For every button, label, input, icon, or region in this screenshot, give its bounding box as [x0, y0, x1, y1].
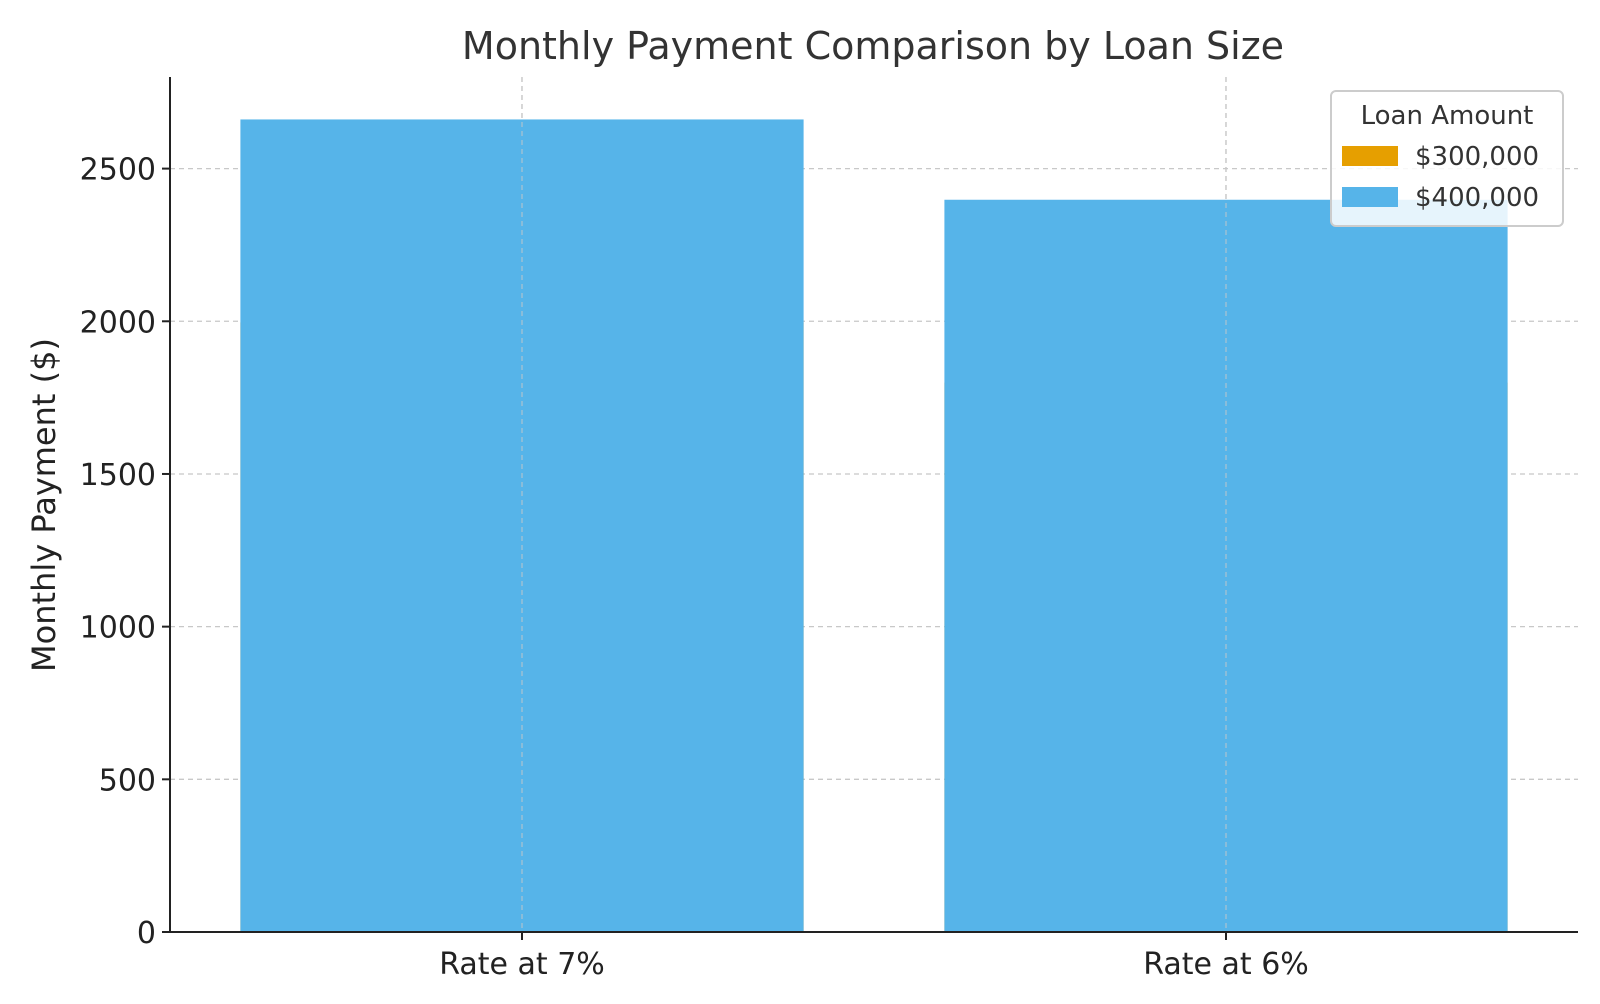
tick-labels: 0 500 1000 1500 2000 2500 Rate at 7% Rate at 6%: [80, 153, 1309, 982]
x-tick-label: Rate at 6%: [1143, 947, 1309, 982]
axes: [169, 77, 1578, 933]
y-tick-label: 2500: [80, 153, 156, 188]
y-tick-label: 0: [137, 916, 156, 951]
legend-swatch: [1342, 187, 1398, 207]
legend-label: $400,000: [1415, 183, 1539, 213]
legend: Loan Amount $300,000 $400,000: [1330, 90, 1564, 227]
x-tick-label: Rate at 7%: [439, 947, 605, 982]
y-tick-label: 500: [99, 763, 156, 798]
legend-swatch: [1342, 146, 1398, 166]
y-axis-label: Monthly Payment ($): [25, 338, 63, 672]
y-tick-label: 2000: [80, 305, 156, 340]
legend-label: $300,000: [1415, 142, 1539, 172]
y-tick-label: 1500: [80, 458, 156, 493]
bars: [240, 119, 1508, 933]
legend-entries: $300,000 $400,000: [1342, 142, 1539, 213]
bar-rate-at-7--400000: [240, 119, 804, 932]
y-tick-label: 1000: [80, 611, 156, 646]
chart-title: Monthly Payment Comparison by Loan Size: [462, 24, 1284, 68]
legend-title: Loan Amount: [1361, 101, 1534, 131]
